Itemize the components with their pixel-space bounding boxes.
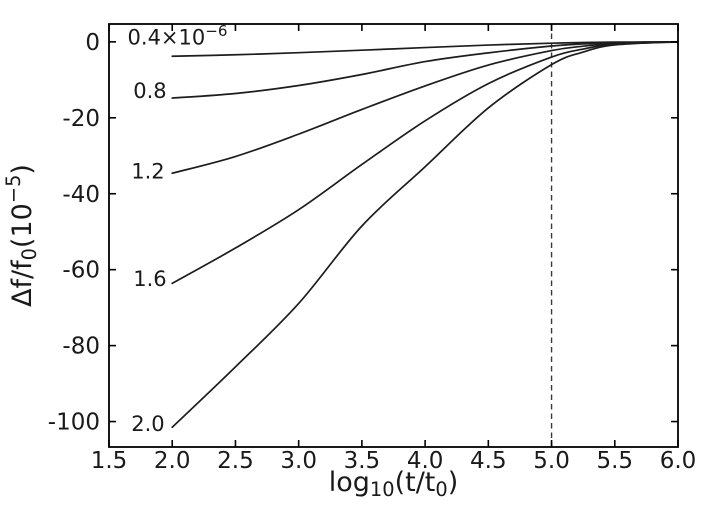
x-tick-label: 2.0 (154, 448, 191, 474)
y-tick-label: -100 (48, 410, 100, 436)
x-tick-label: 1.5 (91, 448, 128, 474)
curve-label-amplitude-1.6e-6: 1.6 (133, 267, 166, 291)
y-tick-label: 0 (85, 30, 100, 56)
curve-amplitude-1.6e-6 (171, 41, 679, 285)
curve-label-amplitude-0.4e-6: 0.4×10−6 (128, 22, 228, 49)
x-tick-label: 5.0 (533, 448, 570, 474)
x-tick-label: 5.5 (596, 448, 633, 474)
curve-amplitude-0.4e-6 (171, 41, 679, 58)
x-tick-label: 4.0 (407, 448, 444, 474)
x-tick-label: 4.5 (470, 448, 507, 474)
x-tick-label: 2.5 (217, 448, 254, 474)
curve-amplitude-0.8e-6 (171, 41, 679, 99)
curve-label-amplitude-2.0e-6: 2.0 (131, 412, 164, 436)
y-tick-label: -60 (62, 258, 100, 284)
curve-amplitude-1.2e-6 (171, 41, 679, 175)
curve-label-amplitude-0.8e-6: 0.8 (133, 79, 166, 103)
x-axis-label: log10(t/t0) (329, 467, 459, 501)
curve-amplitude-2.0e-6 (171, 41, 679, 429)
x-tick-label: 3.0 (280, 448, 317, 474)
y-axis-label: Δf/f0(10−5) (2, 164, 41, 307)
axes-frame (108, 23, 679, 448)
curve-label-amplitude-1.2e-6: 1.2 (131, 159, 164, 183)
y-tick-label: -40 (62, 182, 100, 208)
y-tick-label: -80 (62, 334, 100, 360)
y-tick-label: -20 (62, 106, 100, 132)
x-tick-label: 6.0 (660, 448, 697, 474)
x-tick-label: 3.5 (344, 448, 381, 474)
